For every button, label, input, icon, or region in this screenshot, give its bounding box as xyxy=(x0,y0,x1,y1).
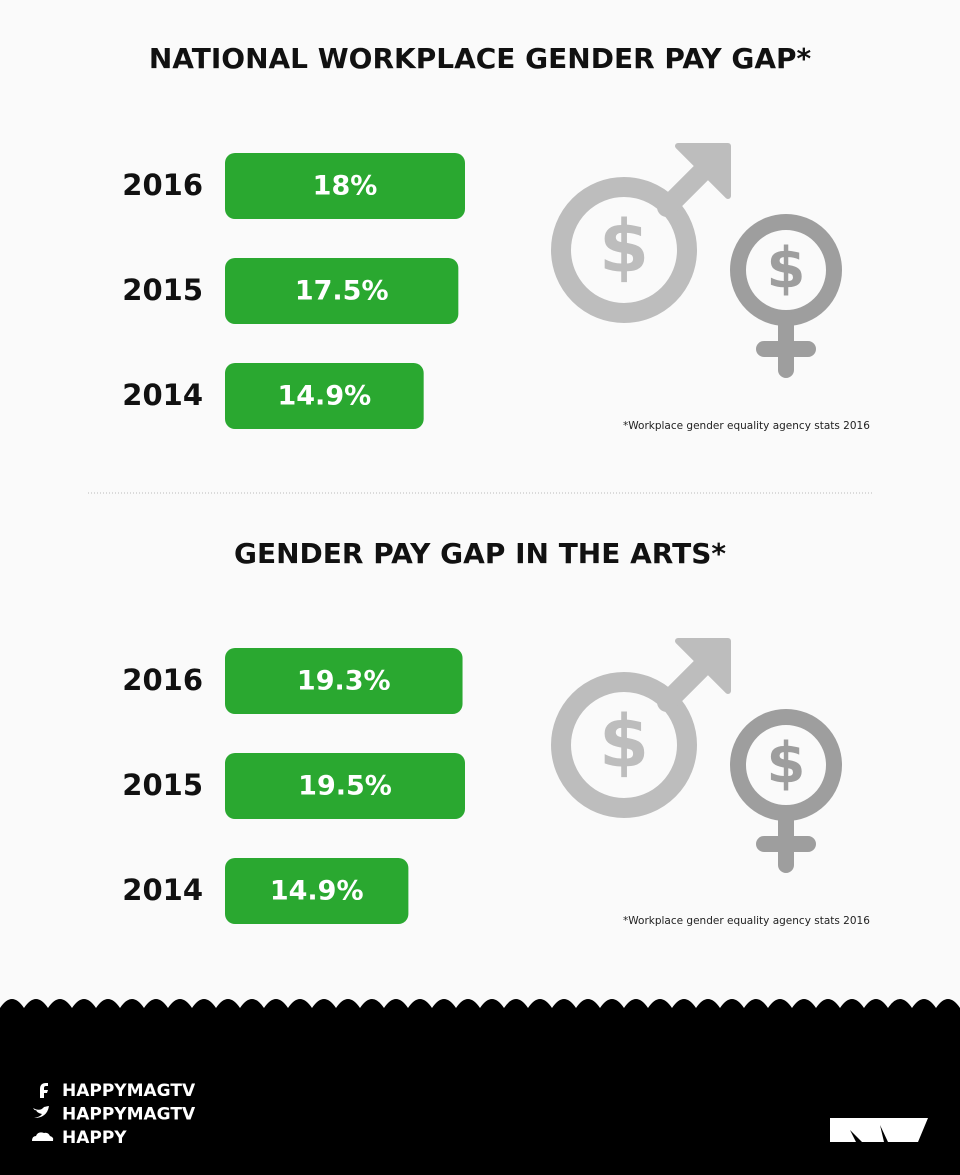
footnote: *Workplace gender equality agency stats … xyxy=(623,915,870,927)
value-label: 18% xyxy=(313,171,378,202)
twitter-icon xyxy=(33,1106,49,1118)
facebook-icon xyxy=(40,1083,48,1098)
category-label: 2015 xyxy=(122,273,203,307)
bar xyxy=(225,258,459,324)
category-label: 2015 xyxy=(122,768,203,802)
footer xyxy=(0,999,960,1175)
category-label: 2016 xyxy=(122,168,203,202)
footnote: *Workplace gender equality agency stats … xyxy=(623,420,870,432)
value-label: 14.9% xyxy=(277,381,371,412)
value-label: 14.9% xyxy=(270,876,364,907)
bar xyxy=(225,648,463,714)
category-label: 2016 xyxy=(122,663,203,697)
social-handle: HAPPY xyxy=(62,1128,127,1148)
bar xyxy=(225,153,465,219)
logo-detail xyxy=(850,1125,888,1142)
value-label: 19.5% xyxy=(298,771,392,802)
category-label: 2014 xyxy=(122,873,203,907)
bar xyxy=(225,753,465,819)
value-label: 17.5% xyxy=(295,276,389,307)
chart-title: GENDER PAY GAP IN THE ARTS* xyxy=(234,537,726,570)
bar xyxy=(225,858,409,924)
value-label: 19.3% xyxy=(297,666,391,697)
chart-title: NATIONAL WORKPLACE GENDER PAY GAP* xyxy=(149,42,812,75)
logo xyxy=(830,1118,928,1142)
bar xyxy=(225,363,424,429)
social-handle: HAPPYMAGTV xyxy=(62,1081,196,1101)
category-label: 2014 xyxy=(122,378,203,412)
soundcloud-icon xyxy=(32,1132,54,1141)
social-handle: HAPPYMAGTV xyxy=(62,1105,196,1125)
